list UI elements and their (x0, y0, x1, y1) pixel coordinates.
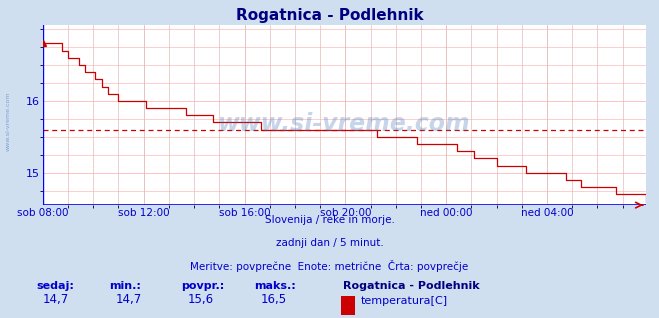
Text: min.:: min.: (109, 281, 140, 291)
Text: 15,6: 15,6 (188, 293, 214, 306)
Text: www.si-vreme.com: www.si-vreme.com (5, 91, 11, 151)
Text: www.si-vreme.com: www.si-vreme.com (218, 112, 471, 136)
Text: maks.:: maks.: (254, 281, 295, 291)
Text: Meritve: povprečne  Enote: metrične  Črta: povprečje: Meritve: povprečne Enote: metrične Črta:… (190, 260, 469, 273)
Text: 16,5: 16,5 (260, 293, 287, 306)
Text: Rogatnica - Podlehnik: Rogatnica - Podlehnik (343, 281, 479, 291)
Text: 14,7: 14,7 (115, 293, 142, 306)
Text: 14,7: 14,7 (43, 293, 69, 306)
Text: povpr.:: povpr.: (181, 281, 225, 291)
Text: zadnji dan / 5 minut.: zadnji dan / 5 minut. (275, 238, 384, 247)
Text: Rogatnica - Podlehnik: Rogatnica - Podlehnik (236, 8, 423, 23)
Text: Slovenija / reke in morje.: Slovenija / reke in morje. (264, 215, 395, 225)
Text: temperatura[C]: temperatura[C] (361, 296, 448, 306)
Text: sedaj:: sedaj: (36, 281, 74, 291)
